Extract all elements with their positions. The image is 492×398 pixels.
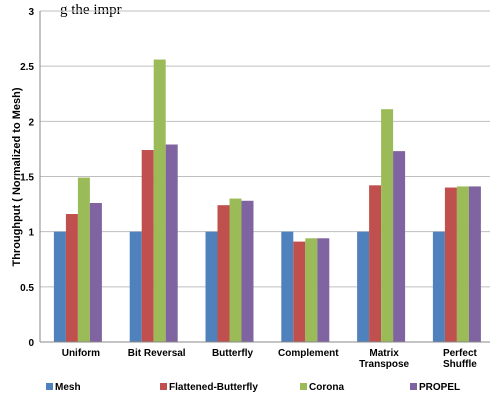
bar — [369, 185, 382, 342]
bar — [456, 186, 469, 342]
partial-header-text: g the impr — [60, 2, 122, 18]
y-tick-label: 0.5 — [20, 283, 34, 294]
legend-label: Flattened-Butterfly — [169, 382, 258, 393]
bar — [217, 205, 230, 342]
bar — [65, 214, 78, 342]
x-category-label: Matrix — [369, 348, 399, 359]
bar — [229, 198, 242, 342]
bar — [381, 109, 394, 343]
bar — [444, 187, 457, 342]
y-tick-label: 2 — [28, 117, 34, 128]
legend-label: Mesh — [55, 382, 81, 393]
bar — [317, 238, 330, 342]
y-tick-labels: 0 0.5 1 1.5 2 2.5 3 — [20, 7, 34, 349]
y-tick-label: 3 — [28, 7, 34, 18]
bar — [241, 200, 254, 342]
x-category-label: Uniform — [62, 348, 100, 359]
bar — [281, 231, 294, 342]
y-tick-label: 1.5 — [20, 173, 34, 184]
y-axis-label: Throughput ( Normalized to Mesh) — [11, 87, 23, 266]
legend-label: PROPEL — [419, 382, 460, 393]
x-category-label: Complement — [278, 348, 339, 359]
bar — [393, 151, 406, 342]
x-category-label: Butterfly — [212, 348, 254, 359]
bar — [293, 241, 306, 342]
y-tick-label: 0 — [28, 338, 34, 349]
bar — [153, 59, 166, 343]
bars-group — [53, 59, 481, 343]
bar — [77, 177, 90, 342]
x-category-label: Shuffle — [443, 359, 477, 370]
legend-swatch — [160, 383, 167, 390]
bar — [165, 144, 178, 342]
bar — [53, 231, 66, 342]
legend-label: Corona — [309, 382, 344, 393]
legend-swatch — [410, 383, 417, 390]
bar — [205, 231, 218, 342]
legend: Mesh Flattened-Butterfly Corona PROPEL — [46, 382, 460, 393]
y-tick-label: 2.5 — [20, 62, 34, 73]
bar — [141, 150, 154, 342]
x-category-label: Bit Reversal — [128, 348, 186, 359]
legend-swatch — [300, 383, 307, 390]
bar — [357, 231, 370, 342]
y-tick-label: 1 — [28, 228, 34, 239]
x-category-label: Transpose — [359, 359, 409, 370]
x-category-labels: Uniform Bit Reversal Butterfly Complement Ma… — [62, 348, 478, 370]
gridlines — [40, 10, 490, 288]
bar — [305, 238, 318, 342]
bar — [432, 231, 445, 342]
bar — [129, 231, 142, 342]
bar — [89, 202, 102, 342]
x-category-label: Perfect — [443, 348, 478, 359]
bar — [468, 186, 481, 342]
legend-swatch — [46, 383, 53, 390]
